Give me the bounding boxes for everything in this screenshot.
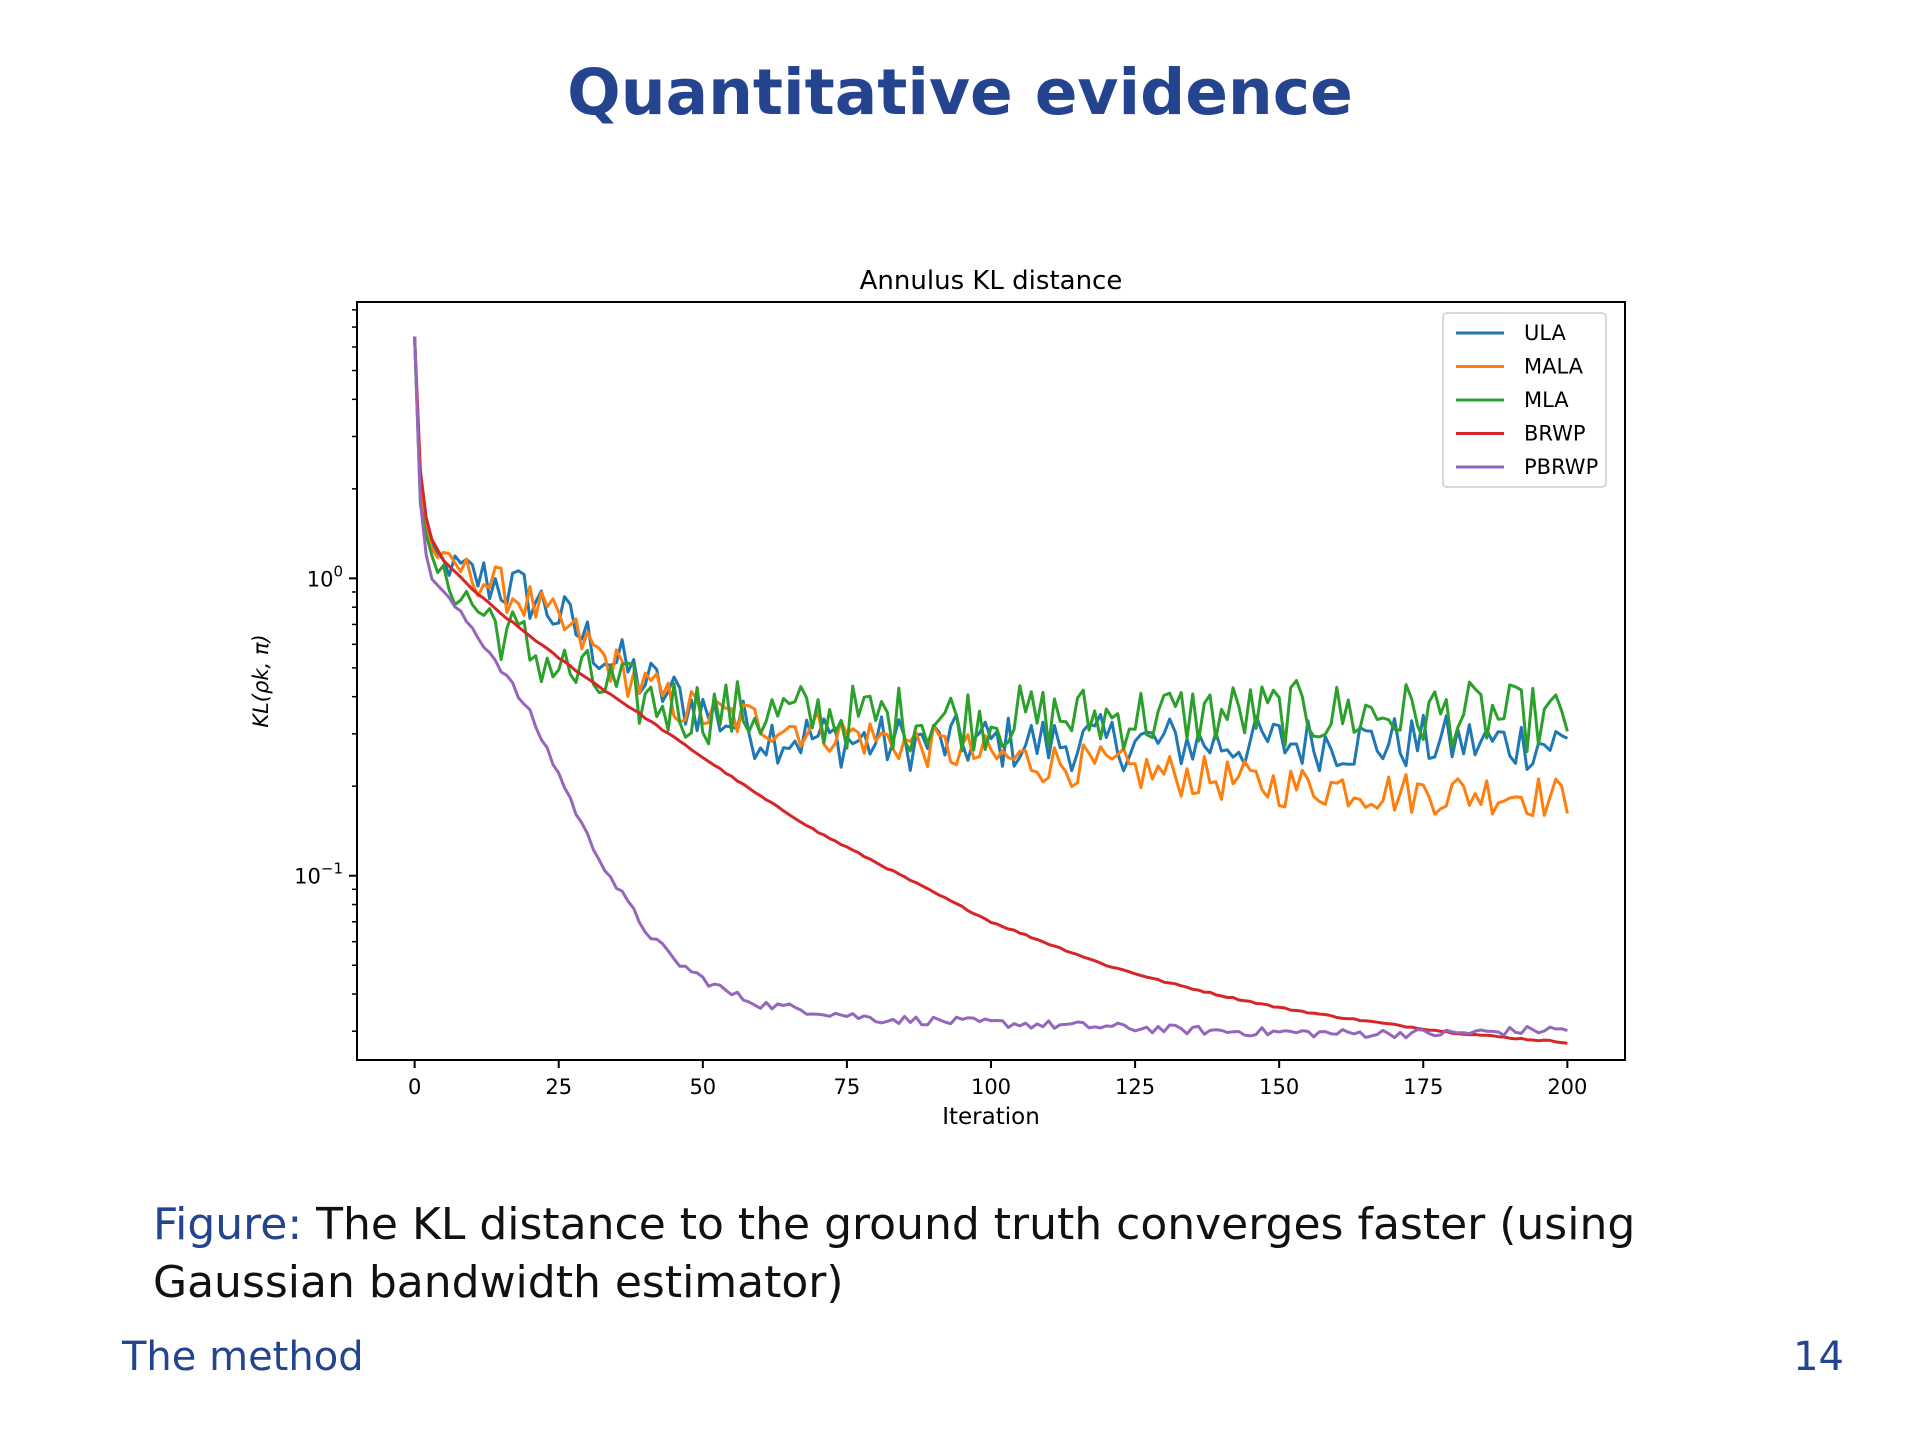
y-tick-label: 10−1 [294,860,343,889]
chart-legend: ULA MALA MLA BRWP PBRWP [1442,312,1607,488]
x-tick-label: 100 [971,1075,1011,1099]
x-tick-label: 175 [1403,1075,1443,1099]
page-number: 14 [1793,1334,1844,1380]
y-axis-label: KL(ρk, π) [249,634,273,727]
series-line-mala [413,336,1569,818]
legend-label-pbrwp: PBRWP [1524,455,1598,479]
caption-text: The KL distance to the ground truth conv… [153,1199,1636,1308]
x-tick-label: 0 [408,1075,421,1099]
legend-box [1442,312,1607,488]
series-line-mla [413,336,1569,754]
x-tick-label: 150 [1259,1075,1299,1099]
y-tick-label: 100 [307,562,343,591]
x-tick-label: 50 [689,1075,716,1099]
legend-label-mala: MALA [1524,355,1584,379]
legend-label-mla: MLA [1524,388,1569,412]
x-tick-label: 125 [1115,1075,1155,1099]
x-axis-label: Iteration [942,1104,1040,1130]
series-line-brwp [413,336,1568,1045]
series-line-ula [413,336,1569,773]
x-tick-label: 200 [1547,1075,1587,1099]
figure-caption: Figure: The KL distance to the ground tr… [153,1196,1813,1312]
x-tick-label: 75 [834,1075,861,1099]
slide-title: Quantitative evidence [567,56,1353,129]
series-line-pbrwp [413,336,1568,1040]
chart-title: Annulus KL distance [860,266,1123,296]
legend-label-brwp: BRWP [1524,422,1586,446]
plot-frame [356,301,1626,1061]
caption-label: Figure: [153,1199,303,1250]
legend-label-ula: ULA [1524,321,1567,345]
x-tick-label: 25 [545,1075,572,1099]
footer-section-title: The method [122,1334,364,1380]
